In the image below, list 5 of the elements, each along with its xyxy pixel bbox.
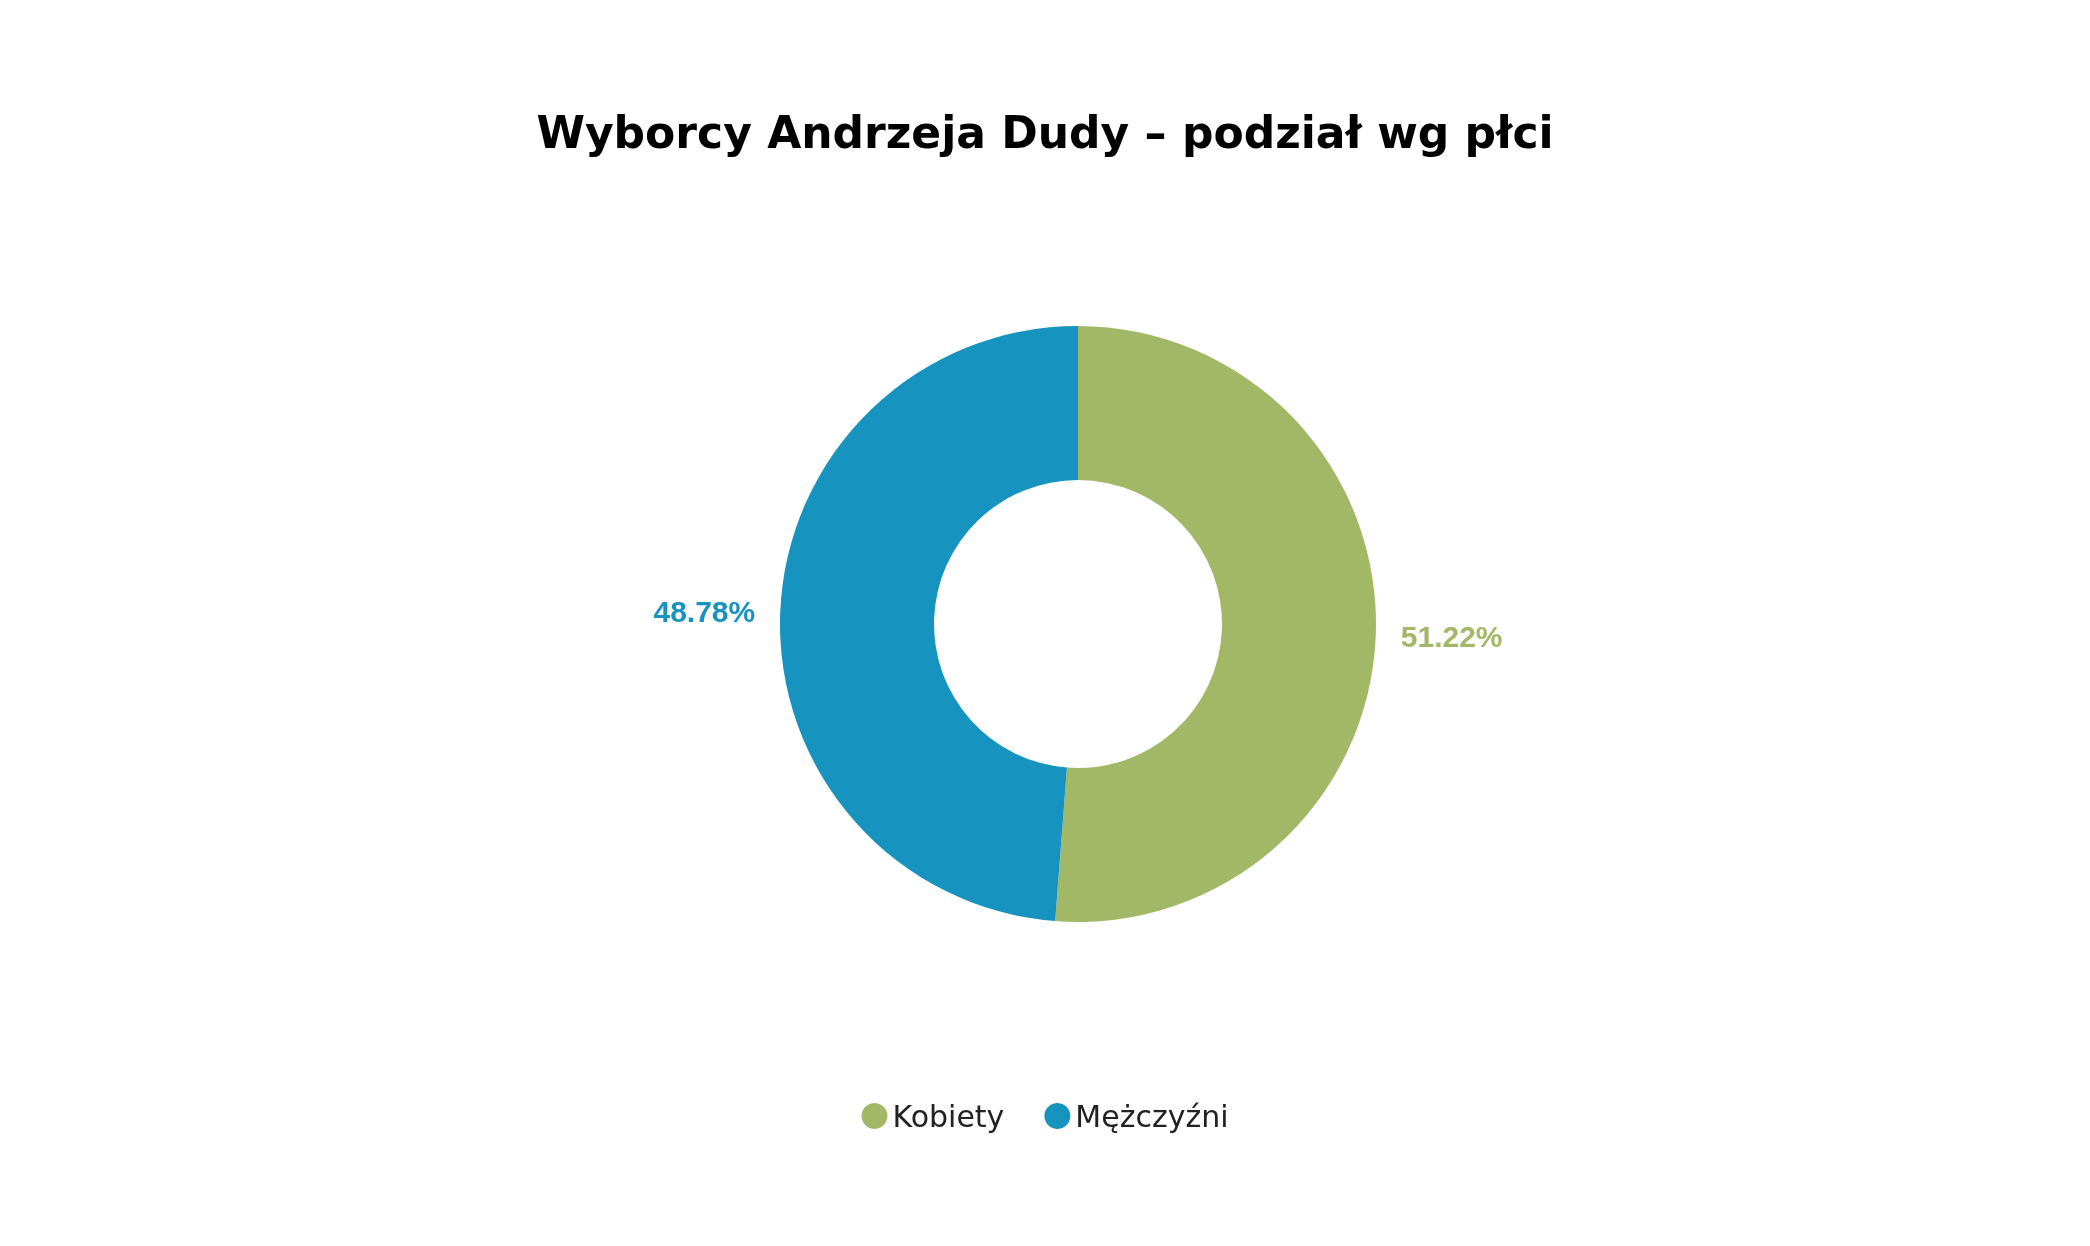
data-label: 48.78% bbox=[653, 595, 756, 629]
chart-title: Wyborcy Andrzeja Dudy – podział wg płci bbox=[536, 106, 1554, 158]
legend-label: Mężczyźni bbox=[1075, 1098, 1229, 1134]
legend-label: Kobiety bbox=[892, 1098, 1005, 1134]
data-label: 51.22% bbox=[1400, 619, 1503, 653]
